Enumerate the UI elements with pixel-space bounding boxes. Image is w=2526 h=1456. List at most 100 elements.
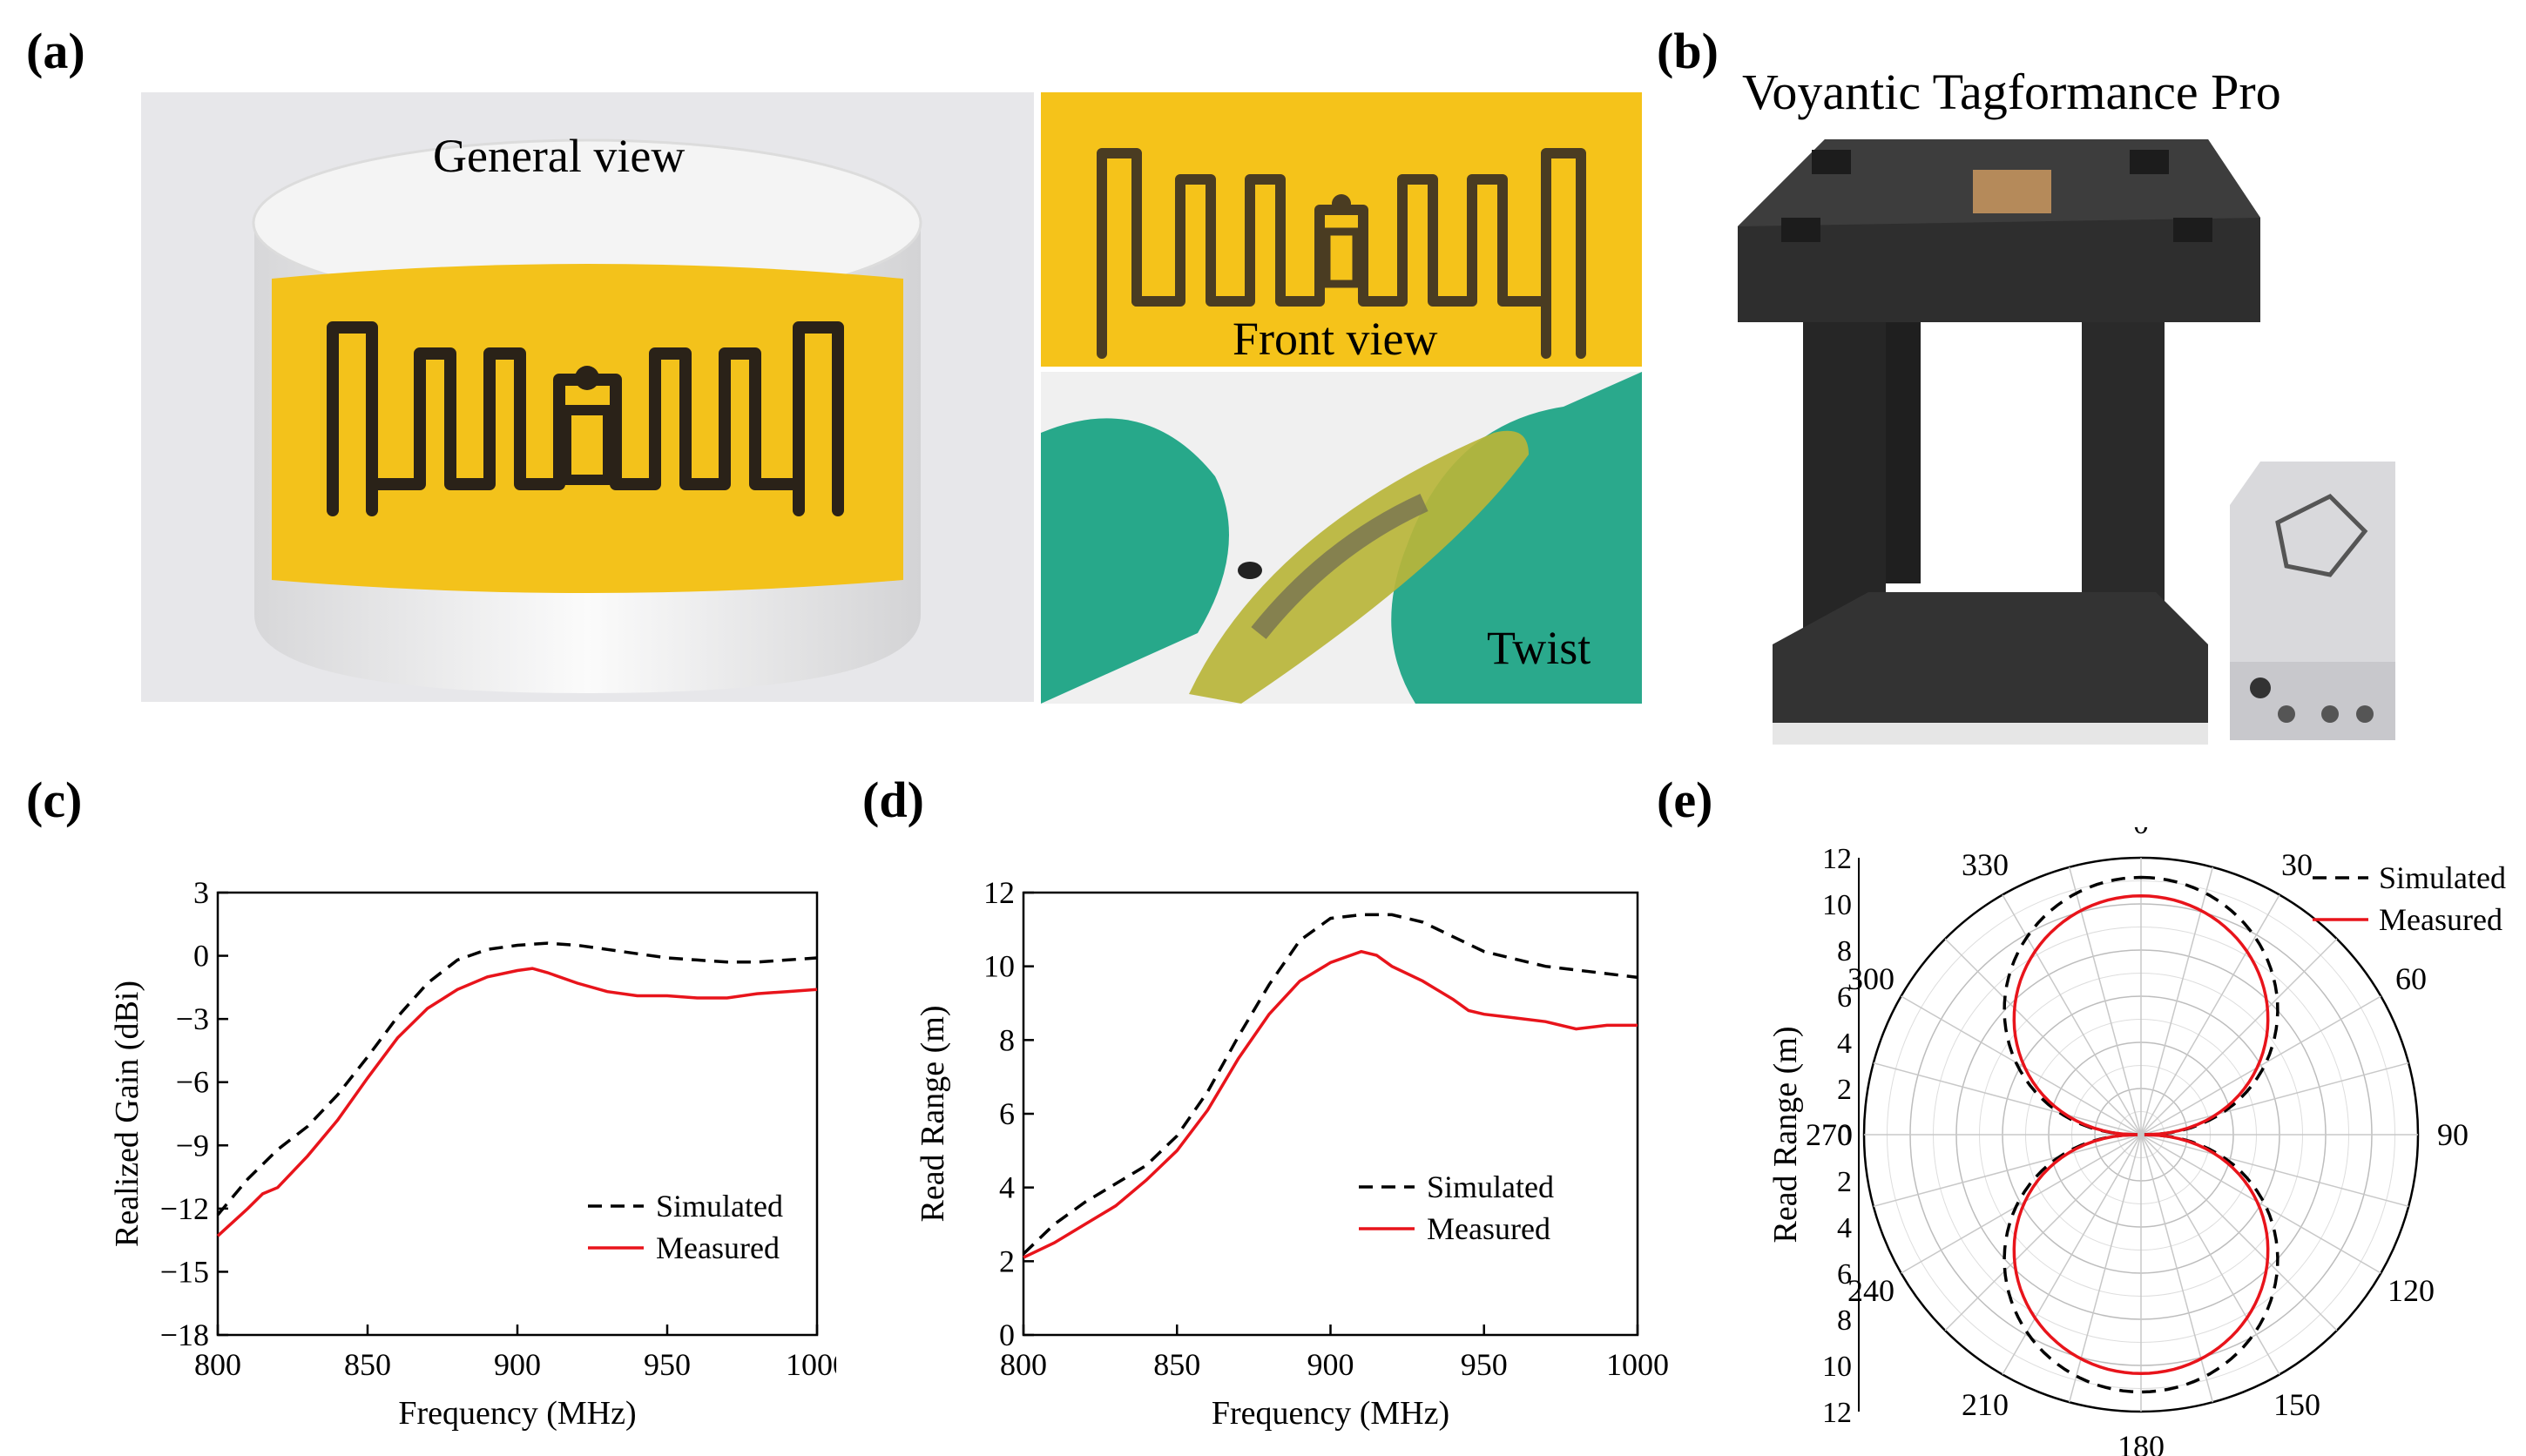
polar-r-label-upper: 0 (1837, 1120, 1852, 1152)
panel-label-a: (a) (26, 23, 85, 79)
y-tick-label: 8 (999, 1022, 1015, 1057)
polar-spoke (2140, 894, 2280, 1136)
x-tick-label: 900 (494, 1347, 541, 1382)
series-line-measured (216, 967, 818, 1237)
foam-base (1773, 592, 2208, 723)
polar-spoke (2140, 938, 2338, 1136)
caption-front-view: Front view (1233, 313, 1438, 365)
y-tick-label: 12 (983, 875, 1015, 910)
plot-frame (1022, 891, 1639, 1337)
x-tick-label: 850 (1153, 1347, 1200, 1382)
polar-angle-label: 300 (1847, 961, 1894, 996)
y-tick-label: −18 (160, 1318, 209, 1352)
y-axis-label: Read Range (m) (915, 1005, 951, 1222)
front-view-illustration (1041, 92, 1642, 367)
legend-label-measured: Measured (656, 1230, 780, 1265)
x-tick-label: 900 (1307, 1347, 1354, 1382)
series-line-measured (1023, 949, 1638, 1259)
polar-r-label-lower: 6 (1837, 1258, 1852, 1291)
legend-label-simulated: Simulated (656, 1189, 783, 1223)
polar-spoke (1901, 1134, 2142, 1274)
polar-r-label-upper: 2 (1837, 1074, 1852, 1106)
polar-r-label-lower: 2 (1837, 1166, 1852, 1198)
plot-frame (216, 891, 819, 1337)
x-tick-label: 850 (344, 1347, 391, 1382)
polar-angle-label: 120 (2388, 1273, 2435, 1308)
tag-under-test (1973, 170, 2051, 213)
y-tick-label: 6 (999, 1096, 1015, 1131)
panel-label-e: (e) (1657, 772, 1713, 828)
polar-r-label-lower: 8 (1837, 1304, 1852, 1337)
y-axis-label: Realized Gain (dBi) (109, 981, 145, 1247)
polar-r-label-lower: 4 (1837, 1212, 1852, 1244)
polar-angle-label: 330 (1962, 847, 2009, 882)
general-view-photo: General view (141, 92, 1034, 702)
chart-d-read-range: 800 850 900 950 1000 0 2 4 6 8 10 12 Frequency (MHz)… (915, 875, 1669, 1432)
x-tick-label: 950 (644, 1347, 691, 1382)
polar-angle-label: 90 (2437, 1117, 2469, 1152)
polar-r-label-upper: 10 (1822, 889, 1852, 921)
y-tick-label: −3 (176, 1001, 209, 1036)
polar-angle-label: 180 (2117, 1429, 2165, 1456)
polar-angle-label: 240 (1847, 1273, 1894, 1308)
general-view-illustration (141, 92, 1034, 702)
twist-illustration (1041, 372, 1642, 704)
polar-spoke (2140, 1134, 2381, 1274)
x-axis-label: Frequency (MHz) (1212, 1395, 1449, 1432)
y-tick-label: 3 (193, 875, 209, 910)
x-tick-label: 1000 (786, 1347, 836, 1382)
device-title: Voyantic Tagformance Pro (1742, 64, 2281, 120)
polar-r-label-lower: 10 (1822, 1351, 1852, 1383)
y-tick-label: −12 (160, 1191, 209, 1226)
polar-r-label-upper: 6 (1837, 981, 1852, 1014)
polar-angle-label: 150 (2273, 1387, 2320, 1422)
polar-r-label-lower: 12 (1822, 1397, 1852, 1429)
polar-angle-label: 210 (1962, 1387, 2009, 1422)
tagformance-illustration (1738, 139, 2395, 745)
polar-spoke (2140, 1062, 2409, 1136)
polar-spoke (2002, 894, 2142, 1136)
chart-e-polar-read-range: 0 30 60 90 120 150 180 210 240 270 300 330 0 2 2 4 4 6 6 8 8… (1767, 827, 2506, 1456)
chip-dot (575, 366, 599, 390)
legend-label-simulated: Simulated (1427, 1170, 1554, 1204)
panel-label-c: (c) (26, 772, 83, 828)
polar-angle-label: 270 (1806, 1117, 1853, 1152)
polar-spoke (2140, 995, 2381, 1136)
x-tick-label: 800 (194, 1347, 241, 1382)
twist-photo: Twist (1041, 372, 1642, 704)
y-tick-label: −9 (176, 1128, 209, 1163)
panel-label-d: (d) (862, 772, 924, 828)
x-tick-label: 950 (1461, 1347, 1508, 1382)
polar-spoke (1944, 1134, 2142, 1331)
chip-loop (561, 405, 613, 485)
polar-spoke (1873, 1062, 2142, 1136)
x-tick-label: 800 (1000, 1347, 1047, 1382)
y-tick-label: 4 (999, 1170, 1015, 1205)
polar-r-label-upper: 8 (1837, 935, 1852, 967)
polar-axis-label: Read Range (m) (1767, 1026, 1804, 1243)
y-tick-label: 10 (983, 949, 1015, 984)
series-line-simulated (1022, 913, 1638, 1256)
front-view-photo: Front view (1041, 92, 1642, 367)
glove-right (1391, 372, 1642, 704)
polar-angle-label: 0 (2133, 827, 2149, 840)
tag-yellow-substrate (272, 264, 903, 593)
tagformance-photo (1720, 122, 2400, 745)
polar-r-label-upper: 12 (1822, 843, 1852, 875)
polar-spoke (1901, 995, 2142, 1136)
y-tick-label: −15 (160, 1254, 209, 1289)
x-tick-label: 1000 (1606, 1347, 1669, 1382)
caption-twist: Twist (1487, 622, 1591, 674)
legend-label-measured: Measured (1427, 1211, 1550, 1246)
panel-label-b: (b) (1657, 23, 1719, 79)
chart-c-realized-gain: 800 850 900 950 1000 3 0 −3 −6 −9 −12 −15 −18 Frequen… (109, 875, 836, 1432)
twisted-tag (1189, 430, 1529, 704)
y-tick-label: 2 (999, 1244, 1015, 1278)
polar-legend-label-measured: Measured (2379, 902, 2502, 937)
polar-series-measured (2012, 893, 2270, 1376)
glove-left (1041, 418, 1229, 704)
polar-spoke (2140, 1134, 2338, 1331)
polar-angle-label: 30 (2281, 847, 2313, 882)
series-line-simulated (216, 941, 818, 1217)
caption-general-view: General view (433, 130, 686, 182)
